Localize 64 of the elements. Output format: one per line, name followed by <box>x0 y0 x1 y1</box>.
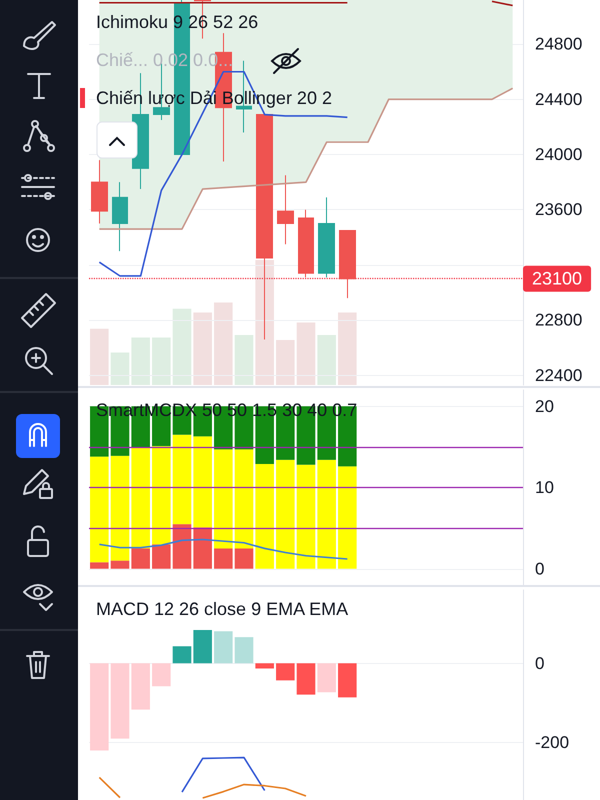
bar <box>338 312 357 385</box>
y-tick-label: -200 <box>535 733 570 752</box>
bar <box>172 646 192 664</box>
bar <box>214 631 233 664</box>
text: MACD 12 26 close 9 EMA EMA <box>95 598 350 621</box>
bar <box>296 322 316 385</box>
bar <box>255 464 274 569</box>
bar <box>234 548 254 569</box>
ref-line-label: 23100 <box>532 268 582 289</box>
bar <box>317 663 336 692</box>
line-series <box>98 88 514 230</box>
bar <box>276 663 295 680</box>
y-tick-label: 20 <box>535 396 554 416</box>
bar <box>90 562 109 569</box>
bar <box>152 446 171 544</box>
y-tick-label: 23600 <box>535 200 582 220</box>
y-tick-label: 0 <box>535 654 544 673</box>
bar <box>317 460 336 569</box>
bar <box>338 663 357 698</box>
bar <box>255 260 274 385</box>
bar <box>172 524 192 569</box>
bar <box>152 544 171 569</box>
candlestick <box>277 174 294 245</box>
bar <box>172 434 192 524</box>
y-tick-label: 22400 <box>535 366 582 385</box>
bar <box>276 460 295 569</box>
bar <box>234 449 254 548</box>
bar <box>131 548 150 569</box>
line-series <box>98 538 348 560</box>
bar <box>338 466 357 569</box>
bar <box>296 663 316 695</box>
y-tick-label: 0 <box>535 559 544 578</box>
bar <box>214 302 233 385</box>
y-tick-label: 10 <box>535 478 554 497</box>
candlestick <box>339 230 356 299</box>
bar <box>193 630 212 664</box>
bar <box>193 436 212 528</box>
bar <box>296 464 316 569</box>
bar <box>234 637 254 664</box>
bar <box>276 340 295 385</box>
bar <box>110 663 130 739</box>
candlestick <box>318 196 335 278</box>
bar <box>131 448 150 548</box>
candlestick <box>91 160 108 224</box>
bar <box>152 663 171 686</box>
bar <box>214 548 233 569</box>
candlestick <box>112 182 128 252</box>
candlestick <box>298 209 314 278</box>
line-series <box>181 756 266 793</box>
bar <box>131 663 150 710</box>
line-series <box>98 70 348 277</box>
y-tick-label: 24000 <box>535 145 582 164</box>
y-tick-label: 24400 <box>535 90 582 109</box>
y-tick-label: 24800 <box>535 34 582 54</box>
bar <box>90 663 109 750</box>
bar <box>90 456 109 562</box>
y-tick-label: 22800 <box>535 310 582 330</box>
bar <box>193 527 212 569</box>
bar <box>90 328 109 385</box>
bar <box>110 560 130 569</box>
bar <box>214 449 233 548</box>
bar <box>110 456 130 561</box>
bar <box>255 663 274 668</box>
bar <box>193 312 212 385</box>
